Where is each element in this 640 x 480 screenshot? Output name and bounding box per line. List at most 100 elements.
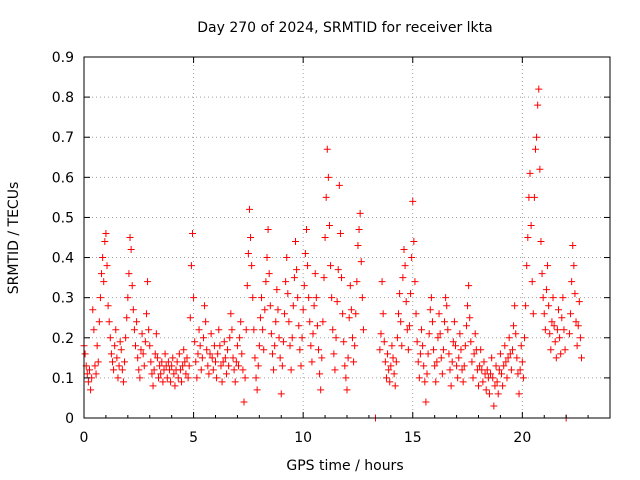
data-point <box>84 378 92 386</box>
data-point <box>523 262 531 270</box>
data-point <box>453 362 461 370</box>
data-point <box>524 234 532 241</box>
data-point <box>259 326 267 334</box>
data-point <box>294 294 302 302</box>
data-point <box>398 342 406 350</box>
data-point <box>571 290 579 298</box>
data-point <box>167 378 175 386</box>
data-point <box>487 370 495 378</box>
data-point <box>248 262 256 270</box>
data-point <box>207 330 215 338</box>
data-point <box>322 193 330 201</box>
data-point <box>293 266 301 274</box>
data-point <box>273 286 281 294</box>
data-point <box>288 334 296 342</box>
data-point <box>381 358 389 366</box>
data-point <box>511 302 519 310</box>
data-point <box>496 350 504 358</box>
data-point <box>138 330 146 338</box>
data-point <box>267 330 275 338</box>
data-point <box>85 366 93 374</box>
data-point <box>144 278 152 286</box>
data-point <box>501 342 509 350</box>
data-point <box>404 346 412 354</box>
x-axis-label: GPS time / hours <box>286 458 403 474</box>
data-point <box>306 318 314 326</box>
data-point <box>510 322 518 330</box>
data-point <box>408 254 416 262</box>
data-point <box>87 386 95 394</box>
data-point <box>428 318 436 326</box>
data-point <box>181 358 189 366</box>
data-point <box>254 362 262 370</box>
data-point <box>336 229 344 237</box>
data-point <box>402 298 410 306</box>
data-point <box>427 294 435 302</box>
data-point <box>221 354 229 362</box>
data-point <box>570 262 578 270</box>
data-point <box>198 354 206 362</box>
data-point <box>150 366 158 374</box>
data-point <box>285 318 293 326</box>
data-point <box>227 310 235 318</box>
data-point <box>422 398 430 406</box>
data-point <box>565 330 573 338</box>
data-point <box>104 302 112 310</box>
data-point <box>470 350 478 358</box>
data-point <box>433 358 441 366</box>
data-point <box>203 346 211 354</box>
data-point <box>117 346 125 354</box>
data-point <box>175 350 183 358</box>
data-point <box>418 326 426 334</box>
data-point <box>132 342 140 350</box>
data-point <box>506 350 514 358</box>
data-point <box>94 358 102 366</box>
data-point <box>414 358 422 366</box>
data-point <box>244 250 252 258</box>
data-point <box>119 378 127 386</box>
data-point <box>103 262 111 270</box>
data-point <box>249 294 257 302</box>
data-point <box>493 378 501 386</box>
data-point <box>397 318 405 326</box>
data-point <box>195 326 203 334</box>
data-point <box>140 362 148 370</box>
data-point <box>161 350 169 358</box>
data-point <box>467 338 475 346</box>
y-axis-label: SRMTID / TECUs <box>6 182 22 295</box>
data-point <box>170 370 178 378</box>
data-point <box>183 354 191 362</box>
data-point <box>378 278 386 286</box>
data-point <box>567 310 575 318</box>
data-point <box>393 334 401 342</box>
data-point <box>376 346 384 354</box>
data-point <box>298 334 306 342</box>
data-point <box>318 354 326 362</box>
data-point <box>569 242 577 250</box>
data-point <box>556 334 564 342</box>
data-point <box>391 382 399 390</box>
data-point <box>573 342 581 350</box>
data-point <box>490 402 498 410</box>
y-tick-label: 0.7 <box>52 130 74 146</box>
data-point <box>358 294 366 302</box>
data-point <box>544 262 552 270</box>
data-point <box>209 366 217 374</box>
data-point <box>335 181 343 189</box>
data-point <box>485 390 493 398</box>
data-point <box>151 350 159 358</box>
data-point <box>340 338 348 346</box>
data-point <box>301 250 309 258</box>
data-point <box>386 378 394 386</box>
data-point <box>112 326 120 334</box>
data-point <box>471 330 479 338</box>
data-point <box>483 366 491 374</box>
data-point <box>126 234 134 241</box>
data-point <box>268 350 276 358</box>
data-point <box>101 238 109 246</box>
data-point <box>225 362 233 370</box>
data-point <box>534 101 542 109</box>
data-point <box>291 238 299 246</box>
data-point <box>574 322 582 330</box>
data-point <box>256 314 264 322</box>
